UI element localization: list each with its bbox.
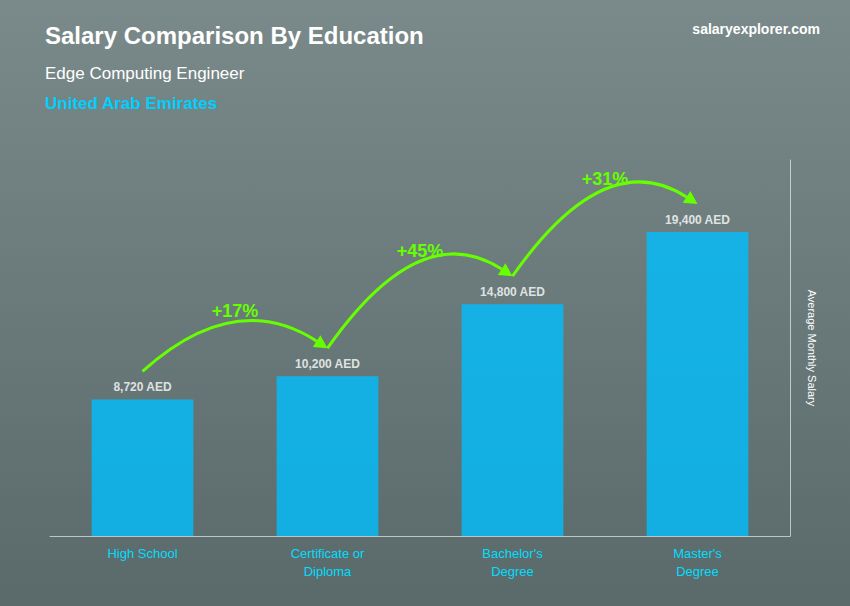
svg-text:14,800 AED: 14,800 AED — [480, 285, 545, 299]
svg-text:Average Monthly Salary: Average Monthly Salary — [806, 290, 818, 407]
svg-text:Degree: Degree — [491, 564, 534, 579]
svg-text:8,720 AED: 8,720 AED — [113, 380, 172, 394]
svg-text:Degree: Degree — [676, 564, 719, 579]
svg-text:Diploma: Diploma — [304, 564, 352, 579]
svg-text:United Arab Emirates: United Arab Emirates — [45, 94, 217, 113]
svg-text:+17%: +17% — [212, 301, 259, 321]
svg-text:High School: High School — [107, 546, 177, 561]
svg-text:Certificate or: Certificate or — [291, 546, 365, 561]
svg-text:Master's: Master's — [673, 546, 722, 561]
svg-text:10,200 AED: 10,200 AED — [295, 357, 360, 371]
svg-text:Edge Computing Engineer: Edge Computing Engineer — [45, 64, 245, 83]
svg-text:salaryexplorer.com: salaryexplorer.com — [692, 21, 820, 37]
svg-text:+45%: +45% — [397, 241, 444, 261]
svg-text:+31%: +31% — [582, 169, 629, 189]
svg-text:Bachelor's: Bachelor's — [482, 546, 543, 561]
svg-text:Salary Comparison By Education: Salary Comparison By Education — [45, 22, 424, 49]
svg-text:19,400 AED: 19,400 AED — [665, 213, 730, 227]
